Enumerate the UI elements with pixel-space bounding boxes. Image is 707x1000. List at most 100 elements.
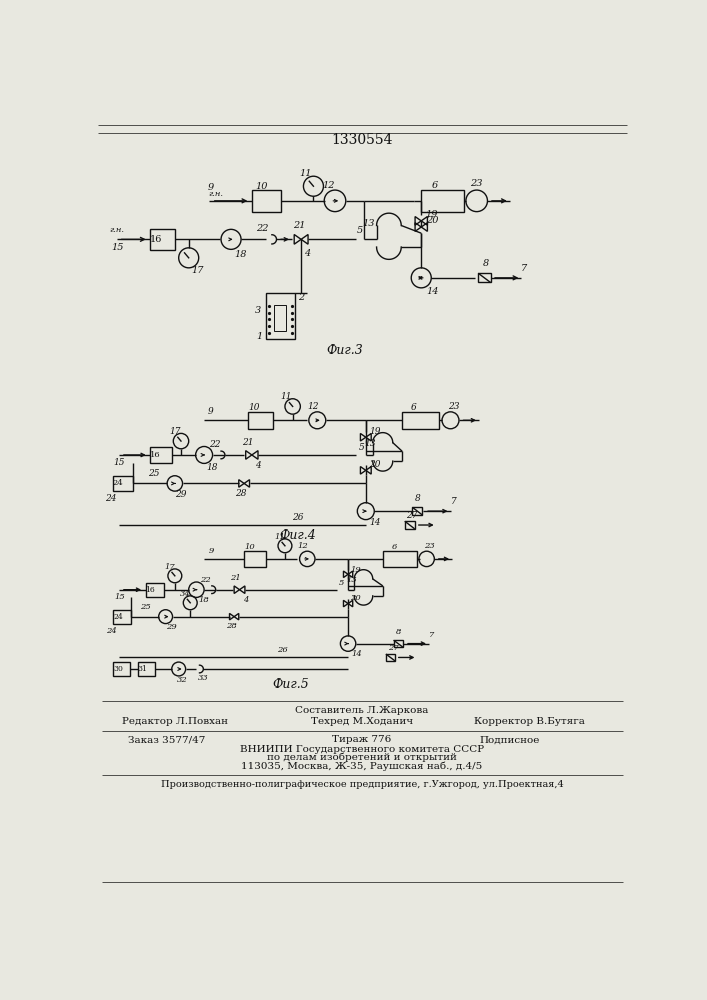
Text: 33: 33 [198, 674, 209, 682]
Text: 16: 16 [150, 235, 163, 244]
Bar [113, 610, 131, 624]
Text: 6: 6 [392, 543, 397, 551]
Bar [274, 305, 286, 331]
Text: 8: 8 [414, 494, 420, 503]
Text: 19: 19 [369, 427, 381, 436]
Text: г.н.: г.н. [110, 226, 124, 234]
Bar [421, 190, 464, 212]
Text: 15: 15 [114, 458, 125, 467]
Text: 1: 1 [257, 332, 263, 341]
Text: 12: 12 [322, 181, 335, 190]
Text: 19: 19 [426, 210, 438, 219]
Text: 23: 23 [448, 402, 460, 411]
Text: 4: 4 [243, 596, 248, 604]
Text: Фиг.5: Фиг.5 [272, 678, 309, 691]
Bar [146, 583, 164, 597]
Bar [382, 551, 416, 567]
Text: 17: 17 [192, 266, 204, 275]
Text: 13: 13 [364, 439, 375, 448]
Text: 26: 26 [277, 646, 288, 654]
Text: 1330554: 1330554 [331, 133, 392, 147]
Text: 18: 18 [234, 250, 247, 259]
Text: 9: 9 [208, 183, 214, 192]
Text: Производственно-полиграфическое предприятие, г.Ужгород, ул.Проектная,4: Производственно-полиграфическое предприя… [160, 780, 563, 789]
Text: г.н.: г.н. [208, 190, 223, 198]
Text: Составитель Л.Жаркова: Составитель Л.Жаркова [296, 706, 428, 715]
Text: 14: 14 [369, 518, 381, 527]
Text: 18: 18 [198, 596, 209, 604]
Text: 31: 31 [138, 665, 148, 673]
Text: 30: 30 [113, 665, 123, 673]
Text: 21: 21 [293, 221, 305, 230]
Text: Корректор В.Бутяга: Корректор В.Бутяга [474, 717, 585, 726]
Text: 25: 25 [140, 603, 151, 611]
Bar [404, 521, 415, 529]
Text: 23: 23 [424, 542, 435, 550]
Text: 15: 15 [111, 243, 123, 252]
Bar [386, 654, 395, 661]
Text: 12: 12 [308, 402, 319, 411]
Text: 19: 19 [351, 566, 361, 574]
Bar [478, 273, 491, 282]
Text: 28: 28 [235, 489, 247, 498]
Text: 20: 20 [351, 594, 361, 602]
Bar [266, 293, 295, 339]
Text: 13: 13 [346, 576, 357, 584]
Bar [252, 190, 281, 212]
Text: Заказ 3577/47: Заказ 3577/47 [129, 735, 206, 744]
Text: 27: 27 [407, 511, 418, 520]
Text: 3: 3 [255, 306, 261, 315]
Text: 16: 16 [151, 451, 161, 459]
Text: 23: 23 [470, 179, 483, 188]
Text: 14: 14 [351, 650, 362, 658]
Text: 5: 5 [339, 579, 344, 587]
Text: ВНИИПИ Государственного комитета СССР: ВНИИПИ Государственного комитета СССР [240, 745, 484, 754]
Text: Тираж 776: Тираж 776 [332, 735, 392, 744]
Text: 11: 11 [274, 533, 285, 541]
Text: 27: 27 [388, 644, 399, 652]
Text: 34: 34 [180, 590, 191, 598]
Text: 29: 29 [175, 490, 187, 499]
Bar [150, 447, 172, 463]
Text: 22: 22 [200, 576, 211, 584]
Text: 4: 4 [255, 461, 261, 470]
Text: по делам изобретений и открытий: по делам изобретений и открытий [267, 753, 457, 762]
Text: 14: 14 [426, 287, 439, 296]
Text: 113035, Москва, Ж-35, Раушская наб., д.4/5: 113035, Москва, Ж-35, Раушская наб., д.4… [241, 761, 483, 771]
Text: 18: 18 [206, 463, 218, 472]
Text: 4: 4 [304, 249, 310, 258]
Bar [113, 476, 133, 491]
Text: 16: 16 [146, 586, 155, 594]
Text: 7: 7 [450, 497, 457, 506]
Text: 29: 29 [166, 623, 177, 631]
Text: 20: 20 [369, 460, 381, 469]
Text: 24: 24 [112, 479, 123, 487]
Text: 7: 7 [429, 631, 435, 639]
Text: 17: 17 [170, 427, 182, 436]
Text: Техред М.Ходанич: Техред М.Ходанич [311, 717, 413, 726]
Text: 22: 22 [209, 440, 221, 449]
Text: 5: 5 [358, 443, 364, 452]
Text: 6: 6 [432, 181, 438, 190]
Text: 8: 8 [395, 628, 401, 636]
Text: 8: 8 [483, 259, 489, 268]
Bar [138, 662, 155, 676]
Text: 10: 10 [244, 543, 255, 551]
Bar [244, 551, 266, 567]
Text: 24: 24 [113, 613, 123, 621]
Text: 32: 32 [177, 676, 187, 684]
Text: 12: 12 [297, 542, 308, 550]
Text: Фиг.3: Фиг.3 [326, 344, 363, 358]
Text: 10: 10 [248, 403, 260, 412]
Text: 11: 11 [300, 169, 312, 178]
Text: 5: 5 [356, 226, 363, 235]
Text: 11: 11 [281, 392, 292, 401]
Bar [150, 229, 175, 250]
Bar [248, 412, 273, 429]
Bar [394, 640, 403, 647]
Text: 17: 17 [165, 563, 175, 571]
Text: 22: 22 [257, 224, 269, 233]
Text: 24: 24 [105, 494, 117, 503]
Text: 9: 9 [208, 407, 214, 416]
Text: 2: 2 [298, 293, 304, 302]
